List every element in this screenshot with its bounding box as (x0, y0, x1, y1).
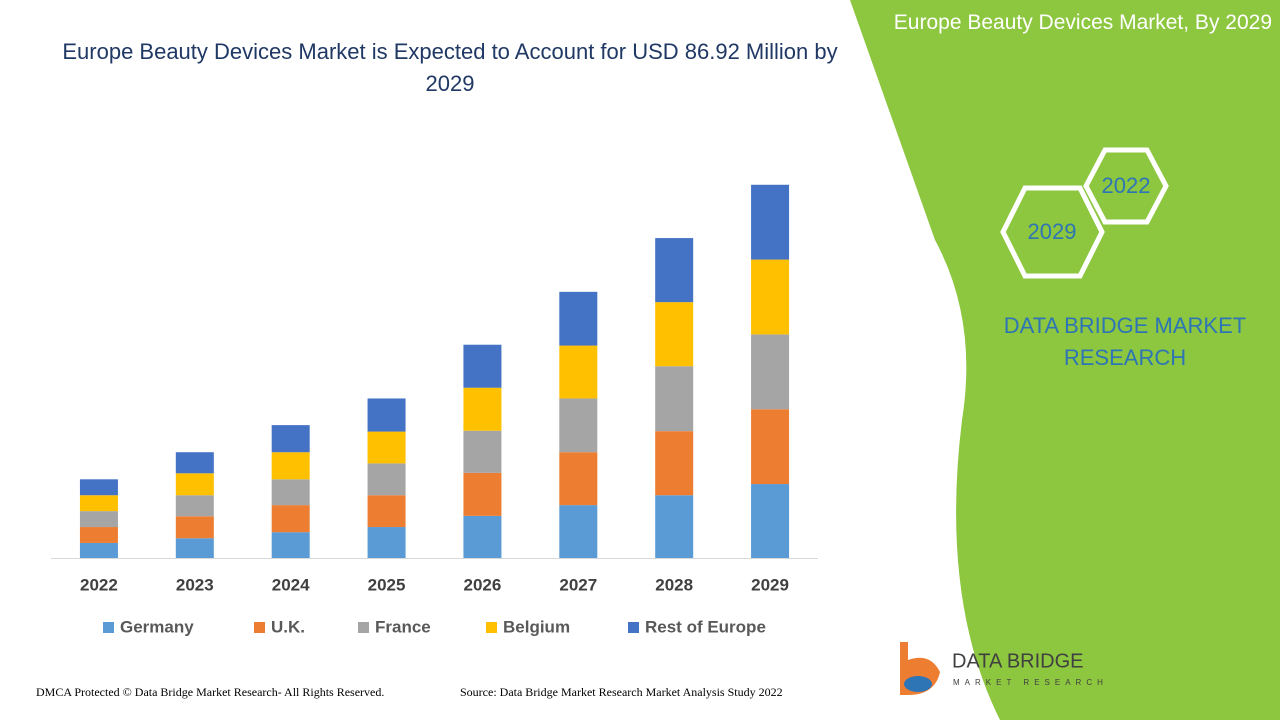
x-tick-label: 2023 (176, 575, 214, 594)
bar-segment (655, 238, 694, 303)
bar-segment (271, 425, 310, 453)
bar-segment (463, 515, 502, 558)
bar-segment (175, 495, 214, 517)
bar-segment (751, 334, 790, 410)
bar-segment (463, 472, 502, 516)
bar-segment (751, 409, 790, 485)
legend-swatch (358, 622, 369, 633)
bar-segment (559, 505, 598, 558)
x-tick-label: 2022 (80, 575, 118, 594)
x-tick-label: 2029 (751, 575, 789, 594)
bar-segment (463, 344, 502, 388)
bar-segment (79, 511, 118, 528)
bar-segment (655, 495, 694, 558)
legend-label: France (375, 617, 431, 636)
legend-swatch (628, 622, 639, 633)
panel-title-box: Europe Beauty Devices Market, By 2029 (893, 11, 1272, 34)
bar-segment (751, 484, 790, 558)
bar-segment (175, 452, 214, 474)
bar-segment (367, 495, 406, 528)
bar-segment (751, 259, 790, 335)
bar-segment (79, 527, 118, 543)
logo-mark (904, 676, 932, 692)
bar-segment (175, 473, 214, 496)
hexagon (1000, 185, 1105, 279)
x-tick-label: 2025 (368, 575, 406, 594)
bar-segment (271, 479, 310, 506)
bar-segment (559, 398, 598, 453)
x-tick-label: 2026 (464, 575, 502, 594)
bar-segment (79, 542, 118, 558)
legend-swatch (254, 622, 265, 633)
bar-segment (463, 387, 502, 431)
legend-label: Rest of Europe (645, 617, 766, 636)
bar-segment (751, 184, 790, 260)
bar-segment (655, 431, 694, 496)
legend-label: U.K. (271, 617, 305, 636)
panel-title: Europe Beauty Devices Market, By 2029 (893, 11, 1272, 34)
bar-segment (463, 430, 502, 473)
brand: DATA BRIDGE MARKET RESEARCH (1003, 313, 1247, 370)
x-tick-label: 2028 (655, 575, 693, 594)
bar-segment (79, 479, 118, 496)
bar-segment (271, 532, 310, 558)
bar-segment (655, 366, 694, 432)
brand-box: DATA BRIDGE MARKET RESEARCH (1003, 313, 1247, 370)
legend-label: Germany (120, 617, 194, 636)
green-panel (850, 0, 1280, 720)
bar-segment (559, 345, 598, 399)
legend-swatch (486, 622, 497, 633)
x-tick-label: 2024 (272, 575, 310, 594)
hexagon (1083, 147, 1169, 225)
chart-title: Europe Beauty Devices Market is Expected… (62, 39, 838, 96)
bar-segment (79, 495, 118, 512)
bar-segment (559, 291, 598, 346)
hex-label: 2029 (1028, 219, 1077, 244)
bar-segment (175, 538, 214, 558)
logo-name: DATA BRIDGE (952, 650, 1084, 672)
bar-segment (367, 398, 406, 432)
x-tick-label: 2027 (559, 575, 597, 594)
bar-segment (271, 452, 310, 480)
source: Source: Data Bridge Market Research Mark… (460, 685, 783, 699)
copyright: DMCA Protected © Data Bridge Market Rese… (36, 685, 384, 699)
logo-tagline: MARKET RESEARCH (953, 678, 1108, 687)
bar-segment (559, 452, 598, 506)
title-box: Europe Beauty Devices Market is Expected… (62, 39, 838, 96)
bar-segment (367, 527, 406, 558)
legend-swatch (103, 622, 114, 633)
legend-label: Belgium (503, 617, 570, 636)
logo: DATA BRIDGE MARKET RESEARCH (900, 642, 1108, 695)
bar-segment (271, 505, 310, 533)
bar-segment (655, 302, 694, 367)
bar-segment (367, 463, 406, 496)
hex-label: 2022 (1102, 173, 1151, 198)
bar-segment (367, 431, 406, 464)
bar-segment (175, 516, 214, 539)
